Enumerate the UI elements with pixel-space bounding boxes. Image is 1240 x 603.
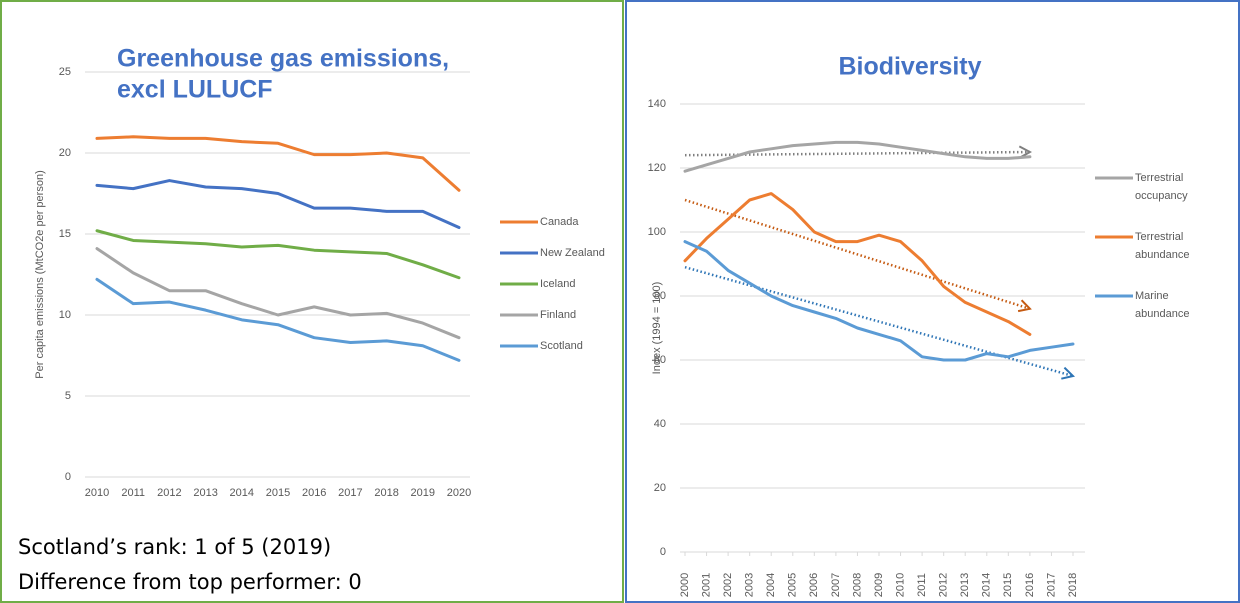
chart-title: excl LULUCF <box>117 76 273 104</box>
y-tick-label: 20 <box>59 147 71 159</box>
x-tick-label: 2007 <box>830 573 842 597</box>
y-tick-label: 25 <box>59 66 71 78</box>
x-tick-label: 2020 <box>447 487 471 499</box>
series-line <box>683 140 1032 173</box>
x-tick-label: 2016 <box>1024 573 1036 597</box>
x-tick-label: 2016 <box>302 487 326 499</box>
legend-label: Scotland <box>540 340 583 352</box>
x-tick-label: 2018 <box>1067 573 1079 597</box>
y-tick-label: 80 <box>654 290 666 302</box>
x-tick-label: 2017 <box>338 487 362 499</box>
x-tick-label: 2018 <box>374 487 398 499</box>
legend-label: Iceland <box>540 278 576 290</box>
legend-label: Canada <box>540 216 579 228</box>
legend-label: Finland <box>540 309 577 321</box>
y-tick-label: 0 <box>660 546 666 558</box>
legend-label: Marine abundance <box>1135 290 1190 320</box>
x-tick-label: 2008 <box>851 573 863 597</box>
y-tick-label: 60 <box>654 354 666 366</box>
trend-line <box>684 265 1074 378</box>
trend-line <box>684 198 1031 310</box>
series-line <box>683 240 1075 362</box>
legend-item: Iceland <box>540 278 576 290</box>
legend-label: New Zealand <box>540 247 605 259</box>
x-tick-label: 2010 <box>85 487 109 499</box>
y-tick-label: 0 <box>65 471 71 483</box>
y-tick-label: 15 <box>59 228 71 240</box>
legend-item: Marine abundance <box>1135 290 1190 320</box>
chart-title: Biodiversity <box>838 53 981 81</box>
legend-item: Terrestrial occupancy <box>1135 172 1188 202</box>
series-line <box>95 179 461 230</box>
legend-label: Terrestrial abundance <box>1135 231 1190 261</box>
legend-item: Scotland <box>540 340 583 352</box>
x-tick-label: 2013 <box>193 487 217 499</box>
x-tick-label: 2013 <box>959 573 971 597</box>
x-tick-label: 2019 <box>411 487 435 499</box>
legend-item: New Zealand <box>540 247 605 259</box>
x-tick-label: 2009 <box>873 573 885 597</box>
series-line <box>683 192 1032 336</box>
y-tick-label: 140 <box>648 98 666 110</box>
x-tick-label: 2015 <box>266 487 290 499</box>
x-tick-label: 2000 <box>679 573 691 597</box>
x-tick-label: 2012 <box>938 573 950 597</box>
note: Scotland’s rank: 1 of 5 (2019) <box>18 535 331 559</box>
legend-item: Terrestrial abundance <box>1135 231 1190 261</box>
x-tick-label: 2011 <box>916 573 928 597</box>
y-axis-title: Per capita emissions (MtCO2e per person) <box>34 170 46 378</box>
x-tick-label: 2002 <box>722 573 734 597</box>
x-tick-label: 2011 <box>121 487 145 499</box>
x-tick-label: 2015 <box>1002 573 1014 597</box>
legend-label: Terrestrial occupancy <box>1135 172 1188 202</box>
trend-arrowhead <box>1017 299 1032 313</box>
note: Difference from top performer: 0 <box>18 570 362 594</box>
y-tick-label: 20 <box>654 482 666 494</box>
y-tick-label: 10 <box>59 309 71 321</box>
x-tick-label: 2010 <box>894 573 906 597</box>
panel-border <box>0 0 624 603</box>
y-tick-label: 100 <box>648 226 666 238</box>
y-axis-title: Index (1994 = 100) <box>651 282 663 375</box>
series-line <box>95 229 461 280</box>
x-tick-label: 2012 <box>157 487 181 499</box>
x-tick-label: 2004 <box>765 573 777 597</box>
y-tick-label: 5 <box>65 390 71 402</box>
x-tick-label: 2005 <box>787 573 799 597</box>
x-tick-label: 2014 <box>981 573 993 597</box>
y-tick-label: 120 <box>648 162 666 174</box>
trend-arrowhead <box>1061 366 1076 380</box>
legend-item: Canada <box>540 216 579 228</box>
x-tick-label: 2017 <box>1045 573 1057 597</box>
series-line <box>95 247 461 340</box>
series-line <box>95 277 461 362</box>
x-tick-label: 2006 <box>808 573 820 597</box>
y-tick-label: 40 <box>654 418 666 430</box>
chart-title: Greenhouse gas emissions, <box>117 45 449 73</box>
panel-border <box>625 0 1240 603</box>
x-tick-label: 2003 <box>744 573 756 597</box>
legend-item: Finland <box>540 309 577 321</box>
x-tick-label: 2014 <box>230 487 254 499</box>
series-line <box>95 135 461 192</box>
x-tick-label: 2001 <box>700 573 712 597</box>
